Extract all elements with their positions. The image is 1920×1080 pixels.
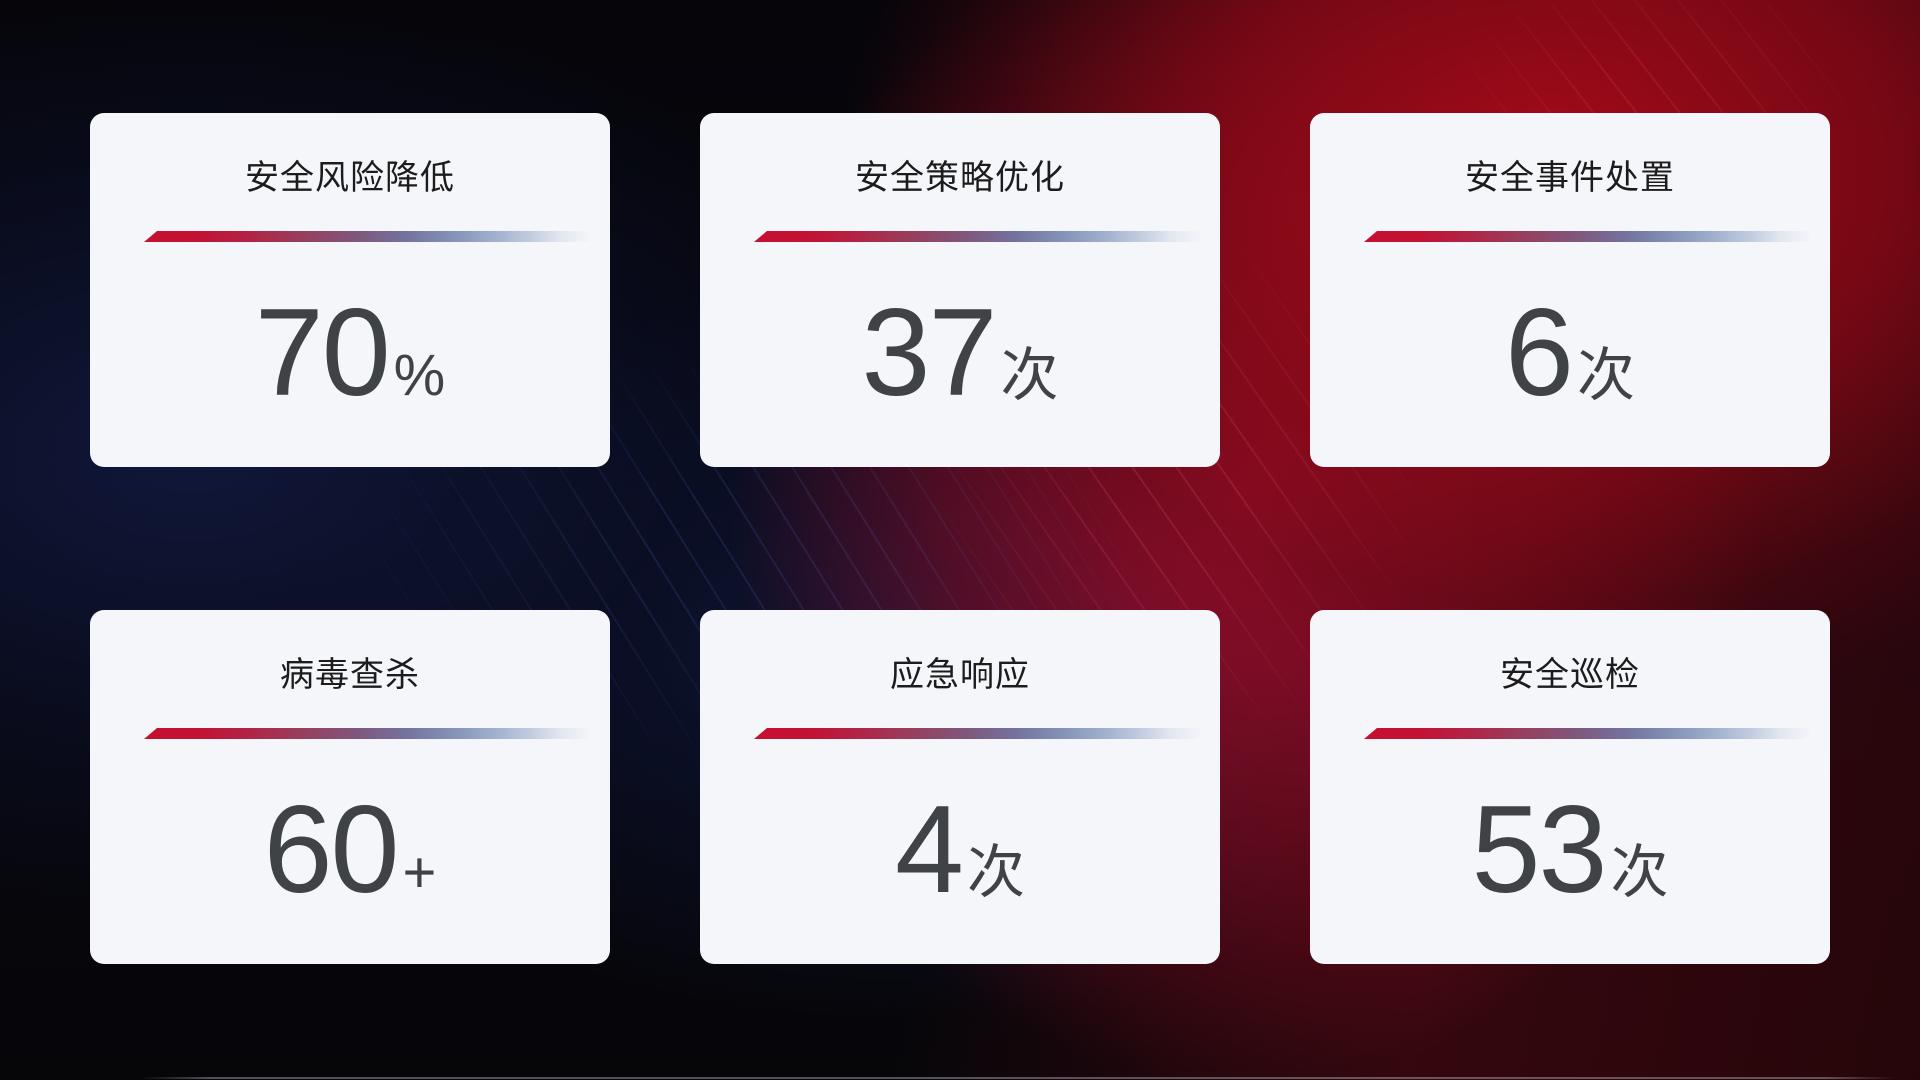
card-divider [754,728,1202,739]
card-value: 37 [861,284,998,422]
card-divider [144,728,592,739]
card-value: 53 [1471,781,1608,919]
stat-card-risk-reduction: 安全风险降低 70 % [90,113,610,467]
card-divider [144,231,592,242]
stat-card-incident-handling: 安全事件处置 6 次 [1310,113,1830,467]
card-number: 70 % [90,291,610,415]
card-number: 53 次 [1310,788,1830,912]
card-value: 60 [263,781,400,919]
card-title: 应急响应 [890,656,1030,694]
card-number: 37 次 [700,291,1220,415]
card-value: 4 [895,781,964,919]
card-divider [1364,231,1812,242]
card-value: 6 [1505,284,1574,422]
card-unit: + [402,840,437,905]
card-unit: 次 [1576,343,1635,408]
stat-card-policy-optimization: 安全策略优化 37 次 [700,113,1220,467]
stat-card-emergency-response: 应急响应 4 次 [700,610,1220,964]
card-unit: 次 [966,840,1025,905]
stat-card-security-inspection: 安全巡检 53 次 [1310,610,1830,964]
card-title: 病毒查杀 [280,656,420,694]
card-divider [1364,728,1812,739]
card-number: 60 + [90,788,610,912]
card-title: 安全风险降低 [245,159,455,197]
card-title: 安全巡检 [1500,656,1640,694]
card-title: 安全事件处置 [1465,159,1675,197]
card-divider [754,231,1202,242]
card-number: 4 次 [700,788,1220,912]
card-value: 70 [254,284,391,422]
bottom-edge-line [140,1077,1896,1079]
stat-card-virus-scan: 病毒查杀 60 + [90,610,610,964]
card-unit: 次 [1000,343,1059,408]
card-number: 6 次 [1310,291,1830,415]
card-unit: 次 [1610,840,1669,905]
card-title: 安全策略优化 [855,159,1065,197]
card-unit: % [393,343,446,408]
